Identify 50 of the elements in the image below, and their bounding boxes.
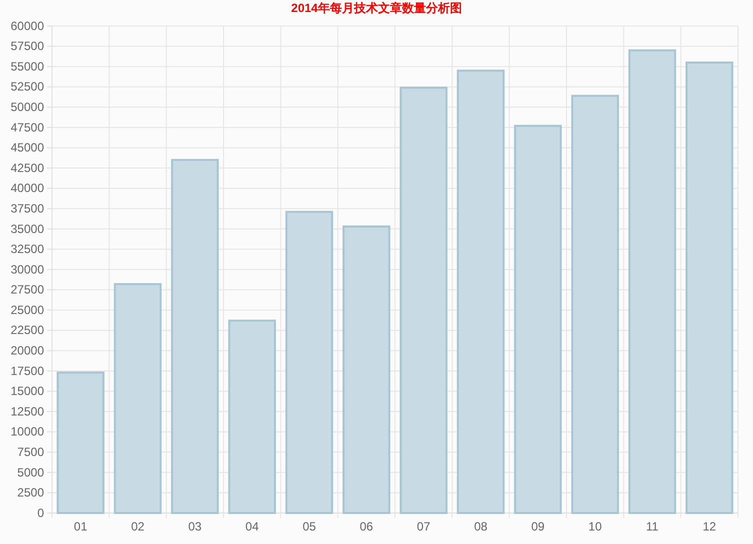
y-tick-label: 55000 (10, 59, 44, 74)
x-tick-label: 12 (702, 520, 716, 534)
y-tick-label: 37500 (10, 201, 44, 216)
bar (114, 283, 162, 514)
y-tick-label: 25000 (10, 302, 44, 317)
y-tick-label: 32500 (10, 242, 44, 256)
y-tick-label: 20000 (10, 344, 44, 358)
y-tick-label: 30000 (10, 262, 44, 276)
y-tick-label: 35000 (10, 222, 44, 236)
bar (56, 372, 104, 514)
y-tick-label: 52500 (10, 80, 44, 94)
bar (686, 62, 734, 514)
bar (514, 124, 562, 514)
x-tick-label: 05 (302, 520, 316, 534)
y-tick-label: 2500 (17, 486, 44, 500)
bar (342, 225, 390, 514)
x-tick-label: 06 (360, 520, 374, 534)
y-tick-label: 47500 (10, 120, 44, 134)
y-tick-label: 7500 (17, 444, 44, 459)
y-tick-label: 17500 (10, 364, 44, 378)
y-tick-label: 0 (37, 506, 44, 520)
y-tick-label: 57500 (10, 39, 44, 54)
y-tick-label: 22500 (10, 323, 44, 338)
bar (171, 158, 219, 514)
x-tick-label: 08 (474, 520, 488, 534)
x-tick-label: 10 (588, 520, 602, 534)
y-tick-label: 60000 (10, 18, 44, 33)
x-tick-label: 09 (531, 520, 545, 534)
bar (456, 70, 505, 514)
x-tick-label: 02 (131, 520, 145, 534)
y-tick-label: 10000 (10, 424, 44, 439)
y-tick-label: 50000 (10, 100, 44, 114)
y-tick-label: 5000 (17, 465, 44, 480)
chart-title: 2014年每月技术文章数量分析图 (291, 1, 462, 15)
y-tick-label: 42500 (10, 160, 44, 175)
bar (285, 210, 334, 514)
bar (628, 49, 676, 514)
bar (228, 320, 276, 514)
x-tick-label: 01 (74, 520, 88, 534)
y-tick-label: 45000 (10, 140, 44, 155)
x-tick-label: 07 (416, 520, 431, 534)
x-tick-label: 04 (245, 520, 260, 534)
bar (400, 86, 448, 514)
y-tick-label: 15000 (10, 384, 44, 398)
x-tick-label: 11 (646, 520, 659, 534)
x-tick-label: 03 (188, 520, 202, 534)
bar (571, 94, 619, 514)
y-tick-label: 27500 (10, 282, 44, 297)
y-tick-label: 40000 (10, 181, 44, 196)
y-tick-label: 12500 (10, 404, 44, 418)
